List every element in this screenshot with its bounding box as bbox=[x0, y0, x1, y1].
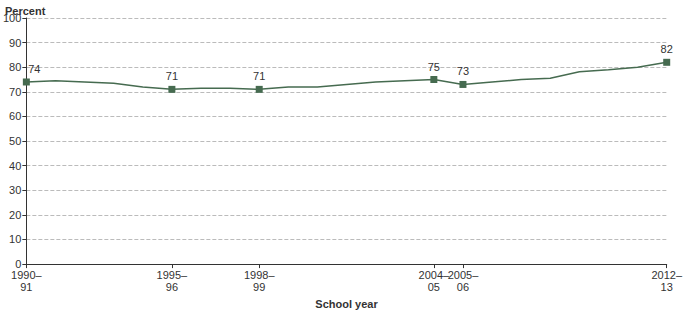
svg-text:20: 20 bbox=[9, 209, 21, 221]
svg-text:13: 13 bbox=[661, 281, 673, 293]
svg-text:99: 99 bbox=[253, 281, 265, 293]
svg-text:40: 40 bbox=[9, 160, 21, 172]
svg-text:1998–: 1998– bbox=[244, 269, 275, 281]
svg-text:82: 82 bbox=[661, 43, 673, 55]
svg-text:71: 71 bbox=[253, 70, 265, 82]
svg-text:06: 06 bbox=[457, 281, 469, 293]
svg-text:75: 75 bbox=[428, 61, 440, 73]
svg-text:73: 73 bbox=[457, 65, 469, 77]
svg-text:1990–: 1990– bbox=[11, 269, 42, 281]
svg-text:30: 30 bbox=[9, 184, 21, 196]
svg-text:05: 05 bbox=[428, 281, 440, 293]
svg-text:70: 70 bbox=[9, 86, 21, 98]
svg-text:90: 90 bbox=[9, 37, 21, 49]
svg-text:50: 50 bbox=[9, 135, 21, 147]
svg-text:60: 60 bbox=[9, 110, 21, 122]
svg-text:71: 71 bbox=[166, 70, 178, 82]
svg-text:96: 96 bbox=[166, 281, 178, 293]
svg-text:80: 80 bbox=[9, 61, 21, 73]
svg-text:10: 10 bbox=[9, 233, 21, 245]
svg-text:School year: School year bbox=[315, 298, 378, 310]
svg-text:100: 100 bbox=[3, 12, 22, 24]
svg-text:2004–: 2004– bbox=[419, 269, 450, 281]
svg-text:2012–: 2012– bbox=[651, 269, 682, 281]
svg-text:74: 74 bbox=[28, 63, 40, 75]
svg-text:2005–: 2005– bbox=[448, 269, 479, 281]
svg-text:1995–: 1995– bbox=[157, 269, 188, 281]
svg-text:0: 0 bbox=[15, 258, 22, 271]
svg-text:91: 91 bbox=[20, 281, 32, 293]
svg-text:Percent: Percent bbox=[5, 5, 46, 17]
